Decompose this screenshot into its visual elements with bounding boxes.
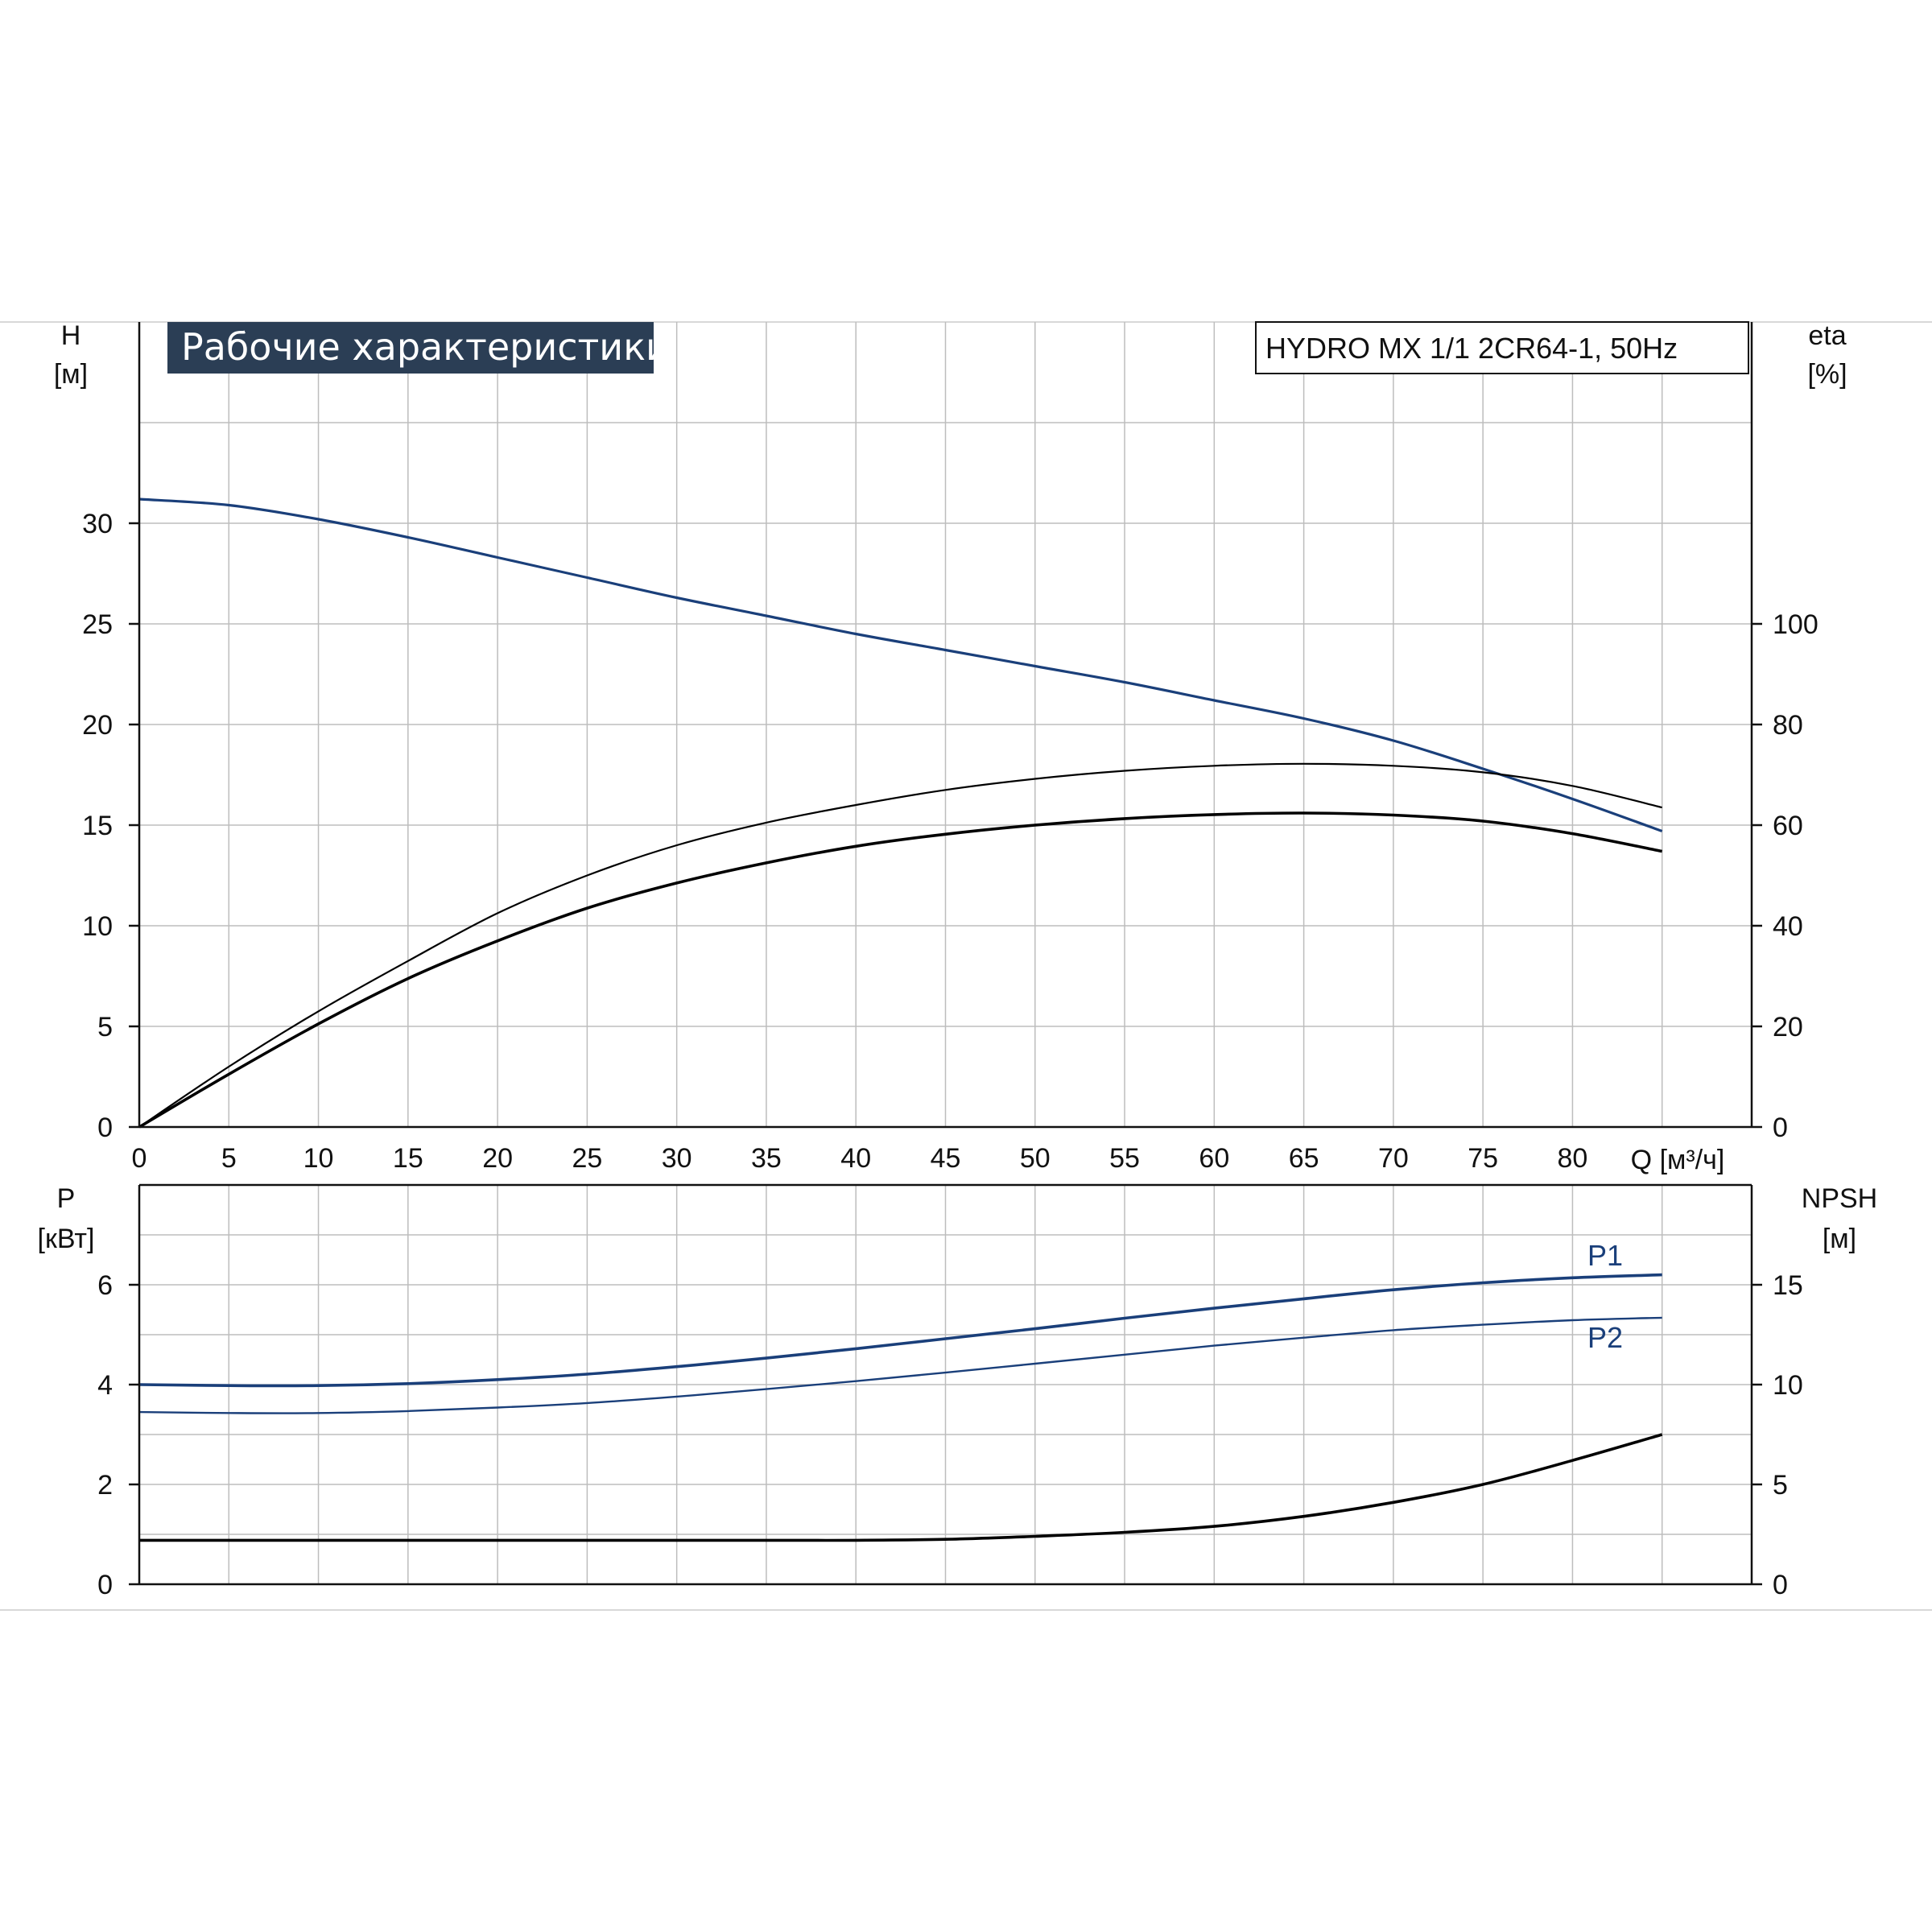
npsh-label-top: NPSH bbox=[1802, 1183, 1877, 1214]
y-left-tick-label: 30 bbox=[82, 509, 113, 539]
efficiency-curve-lower bbox=[138, 811, 1663, 1129]
p2-curve bbox=[138, 1316, 1662, 1414]
title-box bbox=[167, 322, 654, 374]
x-tick-label: 75 bbox=[1468, 1143, 1498, 1174]
y-left-label-top: H bbox=[61, 320, 81, 351]
x-tick-label: 55 bbox=[1109, 1143, 1140, 1174]
x-tick-label: 60 bbox=[1199, 1143, 1229, 1174]
npsh-tick-label: 15 bbox=[1773, 1270, 1803, 1301]
top-frame bbox=[138, 322, 1753, 1129]
x-tick-label: 20 bbox=[482, 1143, 513, 1174]
x-tick-label: 45 bbox=[931, 1143, 961, 1174]
y-left-tick-label: 25 bbox=[82, 609, 113, 640]
p-tick-label: 4 bbox=[97, 1370, 113, 1401]
npsh-label-bottom: [м] bbox=[1823, 1224, 1856, 1254]
y-right-tick-label: 80 bbox=[1773, 710, 1803, 741]
x-axis-label: Q [м³/ч] bbox=[1631, 1145, 1725, 1175]
top-series bbox=[138, 497, 1663, 1129]
x-tick-label: 80 bbox=[1558, 1143, 1588, 1174]
y-left-tick-label: 5 bbox=[97, 1012, 113, 1042]
p-label-top: P bbox=[57, 1183, 76, 1214]
head-curve bbox=[138, 497, 1663, 833]
npsh-curve bbox=[139, 1433, 1663, 1542]
bottom-frame bbox=[138, 1183, 1753, 1586]
y-right-label-top: eta bbox=[1808, 320, 1846, 351]
y-left-tick-label: 10 bbox=[82, 911, 113, 942]
y-right-tick-label: 60 bbox=[1773, 811, 1803, 841]
npsh-tick-label: 5 bbox=[1773, 1470, 1788, 1501]
model-label: HYDRO MX 1/1 2CR64-1, 50Hz bbox=[1265, 332, 1678, 365]
p1-curve bbox=[138, 1273, 1662, 1388]
y-right-tick-label: 40 bbox=[1773, 911, 1803, 942]
y-right-tick-label: 20 bbox=[1773, 1012, 1803, 1042]
series-label-p2: P2 bbox=[1587, 1321, 1623, 1354]
y-right-label-bottom: [%] bbox=[1807, 359, 1847, 390]
x-tick-label: 70 bbox=[1378, 1143, 1409, 1174]
y-right-tick-label: 100 bbox=[1773, 609, 1818, 640]
x-tick-label: 40 bbox=[840, 1143, 871, 1174]
x-tick-label: 25 bbox=[572, 1143, 602, 1174]
chart-title: Рабочие характеристики bbox=[181, 325, 670, 369]
y-left-tick-label: 0 bbox=[97, 1113, 113, 1143]
npsh-tick-label: 10 bbox=[1773, 1370, 1803, 1401]
model-box bbox=[1255, 321, 1749, 374]
p-tick-label: 0 bbox=[97, 1570, 113, 1600]
x-tick-label: 50 bbox=[1020, 1143, 1051, 1174]
y-left-tick-label: 20 bbox=[82, 710, 113, 741]
x-tick-label: 0 bbox=[132, 1143, 147, 1174]
top-grid bbox=[139, 322, 1752, 1127]
bottom-series bbox=[138, 1273, 1663, 1542]
npsh-tick-label: 0 bbox=[1773, 1570, 1788, 1600]
x-tick-label: 15 bbox=[393, 1143, 423, 1174]
series-label-p1: P1 bbox=[1587, 1239, 1623, 1272]
p-tick-label: 2 bbox=[97, 1470, 113, 1501]
x-tick-label: 35 bbox=[751, 1143, 782, 1174]
p-tick-label: 6 bbox=[97, 1270, 113, 1301]
x-tick-label: 5 bbox=[221, 1143, 237, 1174]
x-tick-label: 65 bbox=[1289, 1143, 1319, 1174]
y-left-tick-label: 15 bbox=[82, 811, 113, 841]
y-right-tick-label: 0 bbox=[1773, 1113, 1788, 1143]
p-label-bottom: [кВт] bbox=[38, 1224, 95, 1254]
x-tick-label: 30 bbox=[662, 1143, 692, 1174]
tick-labels: 0 5 10 15 20 25 30 35 40 45 50 55 60 65 70 75 8005101520… bbox=[82, 509, 1818, 1600]
x-tick-label: 10 bbox=[303, 1143, 334, 1174]
efficiency-curve-upper bbox=[138, 762, 1662, 1128]
y-left-label-bottom: [м] bbox=[54, 359, 88, 390]
